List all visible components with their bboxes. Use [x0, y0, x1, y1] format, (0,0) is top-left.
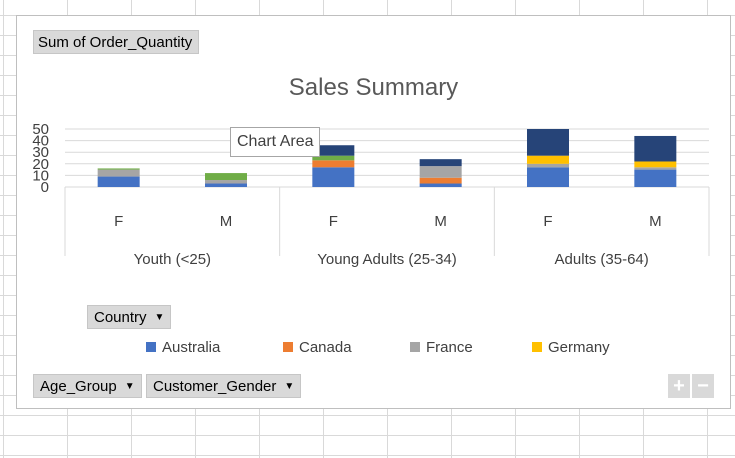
y-tick-label: 0: [41, 179, 49, 196]
bar-segment: [205, 180, 247, 184]
legend-item-germany[interactable]: Germany: [532, 339, 610, 356]
legend-swatch-france: [410, 342, 420, 352]
legend-field-label: Country: [94, 309, 147, 326]
legend-label: France: [426, 339, 473, 356]
category-label: F: [543, 213, 552, 230]
bar-segment: [97, 168, 140, 170]
group-label: Young Adults (25-34): [317, 251, 457, 268]
bar-segment: [527, 155, 569, 164]
bar-segment: [527, 129, 569, 156]
legend-swatch-canada: [283, 342, 293, 352]
legend-item-france[interactable]: France: [410, 339, 473, 356]
y-tick-label: 10: [32, 167, 49, 184]
axis-field-button-age-group[interactable]: Age_Group ▼: [33, 374, 142, 398]
legend-item-australia[interactable]: Australia: [146, 339, 220, 356]
y-tick-label: 20: [32, 156, 49, 173]
value-field-button[interactable]: Sum of Order_Quantity: [33, 30, 200, 54]
bar-segment: [97, 169, 140, 177]
legend-swatch-germany: [532, 342, 542, 352]
chart-area-tooltip: Chart Area: [230, 127, 321, 157]
bar-segment: [312, 155, 355, 161]
dropdown-arrow-icon[interactable]: ▼: [284, 381, 295, 393]
category-label: F: [114, 213, 123, 230]
bar-segment: [419, 177, 462, 184]
bar-segment: [419, 166, 462, 178]
category-label: F: [329, 213, 338, 230]
category-label: M: [434, 213, 447, 230]
bar-segment: [97, 176, 140, 187]
group-label: Youth (<25): [134, 251, 211, 268]
dropdown-arrow-icon[interactable]: ▼: [124, 381, 135, 393]
chart-title[interactable]: Sales Summary: [288, 74, 459, 101]
legend-label: Australia: [162, 339, 221, 356]
legend-item-canada[interactable]: Canada: [283, 339, 352, 356]
bar-segment: [205, 183, 247, 187]
category-label: M: [220, 213, 233, 230]
bar-segment: [634, 161, 677, 168]
axis-field-label: Age_Group: [40, 378, 117, 395]
bar-segment: [312, 160, 355, 168]
legend-label: Canada: [299, 339, 352, 356]
axis-field-button-customer-gender[interactable]: Customer_Gender ▼: [146, 374, 302, 398]
bar-segment: [312, 167, 355, 187]
dropdown-arrow-icon[interactable]: ▼: [154, 312, 165, 324]
bar-segment: [527, 163, 569, 168]
bar-segment: [419, 183, 462, 187]
bar-segment: [527, 167, 569, 187]
pivot-chart[interactable]: Sum of Order_Quantity Sales Summary 0 10 2…: [16, 15, 731, 409]
collapse-button[interactable]: −: [692, 374, 714, 398]
legend-field-button-country[interactable]: Country ▼: [87, 305, 172, 329]
y-tick-label: 50: [32, 121, 49, 138]
y-tick-label: 40: [32, 133, 49, 150]
value-field-label: Sum of Order_Quantity: [38, 34, 193, 51]
category-label: M: [649, 213, 662, 230]
axis-field-label: Customer_Gender: [153, 378, 277, 395]
legend-swatch-australia: [146, 342, 156, 352]
bar-segment: [205, 173, 247, 181]
bar-segment: [634, 167, 677, 170]
bar-segment: [634, 169, 677, 187]
y-tick-label: 30: [32, 144, 49, 161]
bar-segment: [419, 159, 462, 167]
group-label: Adults (35-64): [555, 251, 649, 268]
bar-segment: [312, 145, 355, 156]
legend-label: Germany: [548, 339, 610, 356]
expand-button[interactable]: +: [668, 374, 690, 398]
bar-segment: [634, 135, 677, 162]
